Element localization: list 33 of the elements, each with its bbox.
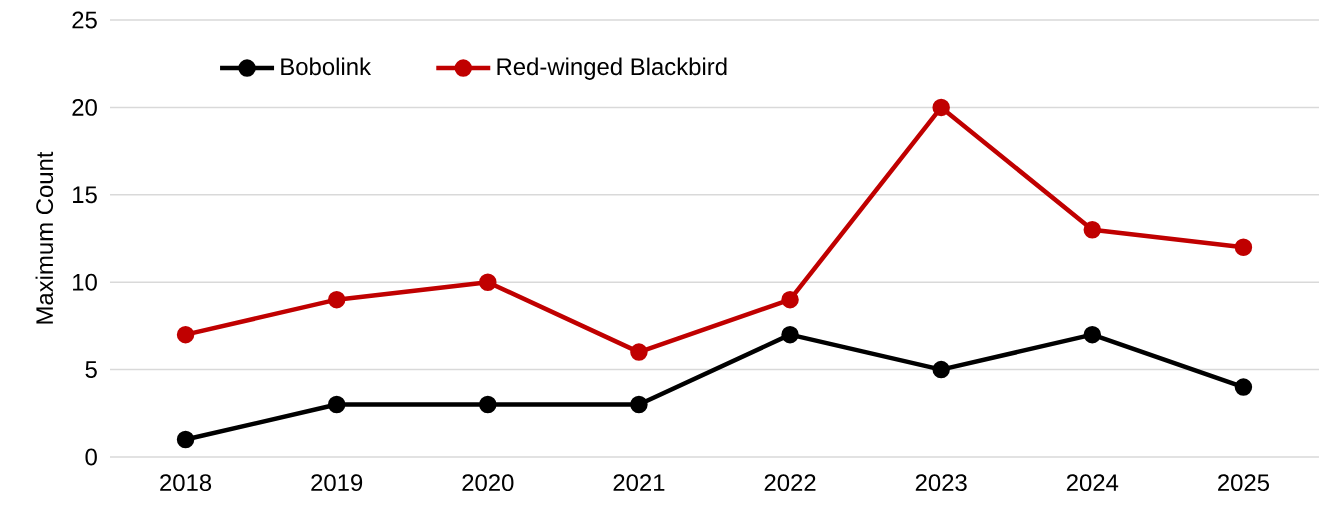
- x-tick-label: 2022: [764, 474, 816, 492]
- x-tick-label: 2021: [613, 474, 665, 492]
- x-tick-label: 2020: [462, 474, 514, 492]
- x-tick-label: 2024: [1066, 474, 1119, 492]
- point: [327, 395, 346, 414]
- point: [176, 430, 195, 449]
- legend-label: Red-winged Blackbird: [497, 57, 727, 80]
- point: [932, 98, 950, 117]
- x-tick-label: 2018: [160, 474, 212, 492]
- point: [327, 290, 346, 309]
- point: [1083, 325, 1102, 344]
- x-tick-label: 2019: [311, 474, 363, 492]
- y-tick-label: 0: [85, 448, 97, 466]
- point: [479, 273, 497, 291]
- point: [630, 343, 648, 361]
- x-tick-label: 2025: [1218, 474, 1270, 492]
- point: [781, 290, 799, 309]
- y-tick-label: 15: [73, 186, 97, 204]
- legend-label: Bobolink: [281, 57, 372, 76]
- point: [1083, 221, 1102, 239]
- point: [1234, 238, 1253, 256]
- y-tick-label: 10: [73, 273, 97, 291]
- point: [781, 325, 799, 344]
- point: [1234, 378, 1253, 396]
- point: [932, 360, 950, 379]
- point: [479, 395, 497, 414]
- y-tick-label: 5: [85, 361, 97, 378]
- x-tick-label: 2023: [915, 474, 967, 492]
- y-axis-title: Maximum Count: [35, 151, 54, 324]
- y-tick-label: 25: [72, 11, 97, 29]
- point: [176, 325, 195, 344]
- point: [630, 395, 648, 414]
- y-tick-label: 20: [72, 98, 97, 116]
